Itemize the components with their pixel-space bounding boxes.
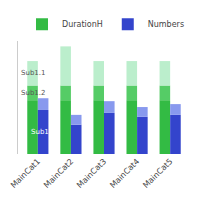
svg-text:Sub1.2: Sub1.2 [21, 89, 45, 97]
svg-text:DurationH: DurationH [62, 20, 103, 29]
svg-text:MainCat4: MainCat4 [108, 157, 141, 190]
svg-text:MainCat2: MainCat2 [42, 157, 75, 190]
svg-text:MainCat3: MainCat3 [75, 157, 108, 190]
svg-text:Numbers: Numbers [148, 20, 184, 29]
svg-text:MainCat5: MainCat5 [141, 157, 174, 190]
svg-text:Sub1.1: Sub1.1 [21, 69, 45, 77]
svg-text:MainCat1: MainCat1 [9, 157, 42, 190]
svg-text:Sub1.3: Sub1.3 [31, 128, 55, 136]
